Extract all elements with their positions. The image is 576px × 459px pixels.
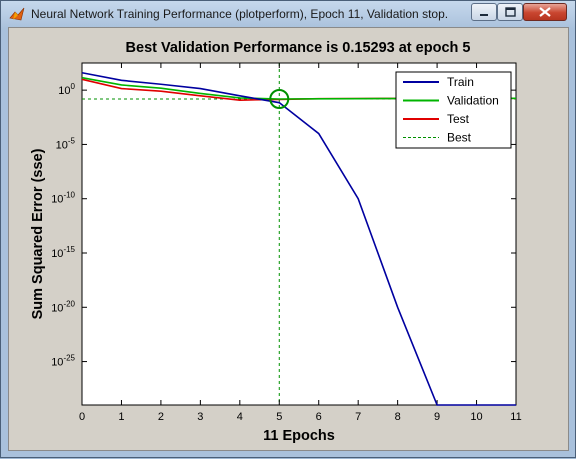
legend: Train Validation Test Best xyxy=(395,71,512,149)
window-title: Neural Network Training Performance (plo… xyxy=(31,7,449,21)
legend-label-best: Best xyxy=(447,131,472,145)
legend-label-validation: Validation xyxy=(447,94,499,108)
x-tick-label: 6 xyxy=(316,411,322,423)
close-icon xyxy=(539,7,551,17)
y-tick-label: 10-20 xyxy=(51,299,75,314)
x-tick-label: 1 xyxy=(118,411,124,423)
x-axis-label: 11 Epochs xyxy=(263,428,335,444)
x-tick-label: 8 xyxy=(395,411,401,423)
y-tick-label: 10-15 xyxy=(51,245,75,260)
x-tick-label: 2 xyxy=(158,411,164,423)
maximize-icon xyxy=(505,7,516,17)
legend-box xyxy=(395,71,512,149)
best-point-marker xyxy=(269,88,290,109)
maximize-button[interactable] xyxy=(497,3,523,21)
minimize-icon xyxy=(480,14,488,16)
best-marker xyxy=(269,88,290,109)
title-bar[interactable]: Neural Network Training Performance (plo… xyxy=(1,1,575,27)
chart-title: Best Validation Performance is 0.15293 a… xyxy=(126,40,471,56)
legend-label-train: Train xyxy=(447,75,474,89)
x-tick-label: 9 xyxy=(434,411,440,423)
x-tick-label: 3 xyxy=(197,411,203,423)
axis-ticks: 0 1 2 3 4 5 6 7 8 9 10 11 100 10-5 10-10 10-15 10-20 10-2… xyxy=(51,63,522,423)
x-tick-label: 11 xyxy=(510,411,521,423)
y-tick-label: 10-10 xyxy=(51,191,75,206)
x-tick-label: 7 xyxy=(355,411,361,423)
y-axis-label: Sum Squared Error (sse) xyxy=(30,148,46,319)
close-button[interactable] xyxy=(523,3,567,21)
y-tick-label: 100 xyxy=(58,82,75,97)
series-train-line xyxy=(81,71,516,406)
x-tick-label: 5 xyxy=(276,411,282,423)
minimize-button[interactable] xyxy=(471,3,497,21)
y-tick-label: 10-25 xyxy=(51,354,75,369)
x-tick-label: 0 xyxy=(79,411,85,423)
y-tick-label: 10-5 xyxy=(56,136,76,151)
legend-label-test: Test xyxy=(447,112,470,126)
matlab-icon xyxy=(9,7,25,21)
x-tick-label: 4 xyxy=(237,411,243,423)
x-tick-label: 10 xyxy=(470,411,482,423)
